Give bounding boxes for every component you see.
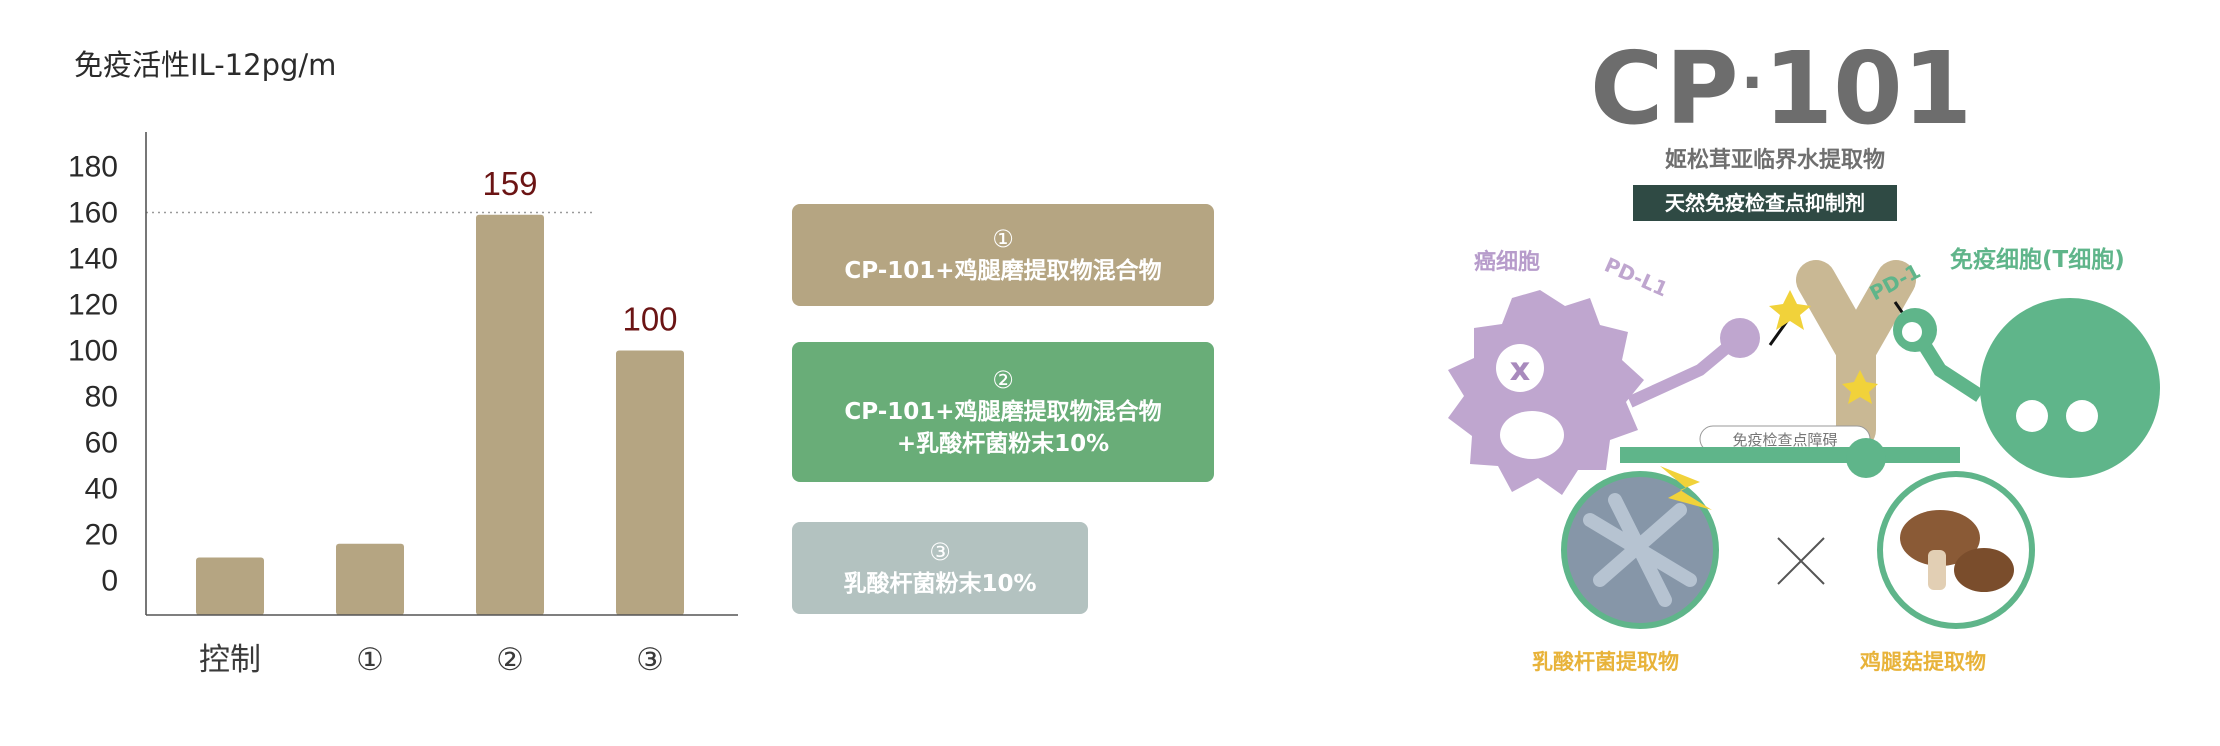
legend-text-2: +乳酸杆菌粉末10% [896,431,1110,457]
x-mark-icon: x [1510,350,1531,388]
mushroom-cap [1900,510,1980,566]
y-tick-label: 100 [68,335,118,368]
y-tick-label: 20 [85,519,118,552]
brand-number: 101 [1763,30,1973,147]
legend-number: ① [992,225,1014,253]
pd-l1-arm [1627,340,1734,408]
pd-l1-receptor [1720,318,1760,358]
brand-cp: CP [1590,30,1741,147]
y-tick-label: 40 [85,473,118,506]
legend-box-2: ② CP-101+鸡腿磨提取物混合物 +乳酸杆菌粉末10% [792,342,1214,482]
bar-1 [336,543,404,615]
t-cell-eye-icon-2 [2066,400,2098,432]
bar-chart: 0 20 40 60 80 100 120 140 160 180 159 100 控制 ① ② ③ [68,132,738,678]
legend-text: 乳酸杆菌粉末10% [843,571,1037,597]
y-tick-label: 180 [68,151,118,184]
lacto-label: 乳酸杆菌提取物 [1532,650,1679,674]
y-tick-label: 120 [68,289,118,322]
inhibitor-badge: 天然免疫检查点抑制剂 [1633,185,1897,221]
immune-checkpoint-illustration: x 免疫检查点障碍 [1448,260,2160,629]
x-tick-label: ② [496,642,524,678]
y-tick-label: 60 [85,427,118,460]
sparkle-icon-2 [1842,370,1878,404]
brand-logo: CP·101 [1590,30,1972,147]
cancer-cell [1448,290,1644,495]
legend-box-3: ③ 乳酸杆菌粉末10% [792,522,1088,614]
mushroom-cap-2 [1954,548,2014,592]
x-tick-label: ① [356,642,384,678]
y-tick-label: 80 [85,381,118,414]
mushroom-label: 鸡腿菇提取物 [1860,650,1986,674]
brand-subtitle: 姬松茸亚临界水提取物 [1664,148,1885,173]
cancer-eye-icon [1496,344,1544,392]
data-label: 159 [482,165,537,202]
combine-x-icon [1777,537,1825,585]
lightning-icon [1660,466,1712,510]
cancer-cell-label: 癌细胞 [1474,250,1541,275]
x-tick-label: ③ [636,642,664,678]
bar-3 [616,350,684,615]
legend-box-1: ① CP-101+鸡腿磨提取物混合物 [792,204,1214,306]
t-cell-label: 免疫细胞(T细胞) [1950,247,2125,273]
data-label: 100 [622,301,677,338]
legend-text: CP-101+鸡腿磨提取物混合物 [844,258,1162,284]
t-cell [1980,298,2160,478]
checkpoint-label: 免疫检查点障碍 [1732,431,1837,449]
legend-text: CP-101+鸡腿磨提取物混合物 [844,399,1162,425]
t-cell-eye-icon [2016,400,2048,432]
bar-0 [196,557,264,615]
antibody-y [1796,260,1916,450]
sparkle-icon [1769,290,1811,330]
y-tick-label: 140 [68,243,118,276]
bar-2 [476,214,544,616]
brand-dot: · [1740,48,1764,118]
chart-title: 免疫活性IL-12pg/m [74,48,337,82]
bacteria-shapes [1583,493,1697,607]
legend-number: ② [992,366,1014,394]
y-tick-label: 0 [101,565,118,598]
legend-number: ③ [929,538,951,566]
cancer-mouth [1500,411,1564,459]
x-tick-label: 控制 [199,642,261,678]
pd-1-arm [1914,334,1984,402]
y-tick-label: 160 [68,197,118,230]
